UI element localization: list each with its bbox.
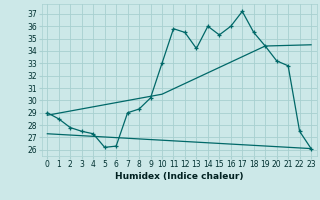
X-axis label: Humidex (Indice chaleur): Humidex (Indice chaleur) [115,172,244,181]
